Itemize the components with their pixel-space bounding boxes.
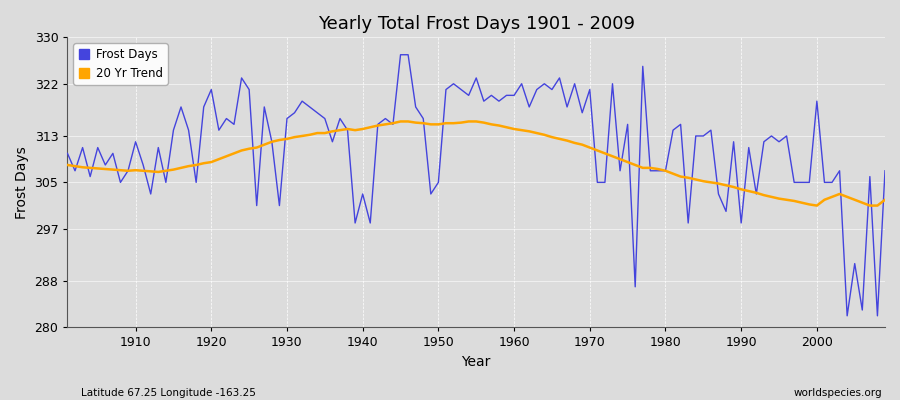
- Text: Latitude 67.25 Longitude -163.25: Latitude 67.25 Longitude -163.25: [81, 388, 256, 398]
- Legend: Frost Days, 20 Yr Trend: Frost Days, 20 Yr Trend: [74, 43, 167, 84]
- Y-axis label: Frost Days: Frost Days: [15, 146, 29, 219]
- Text: worldspecies.org: worldspecies.org: [794, 388, 882, 398]
- X-axis label: Year: Year: [462, 355, 490, 369]
- Title: Yearly Total Frost Days 1901 - 2009: Yearly Total Frost Days 1901 - 2009: [318, 15, 634, 33]
